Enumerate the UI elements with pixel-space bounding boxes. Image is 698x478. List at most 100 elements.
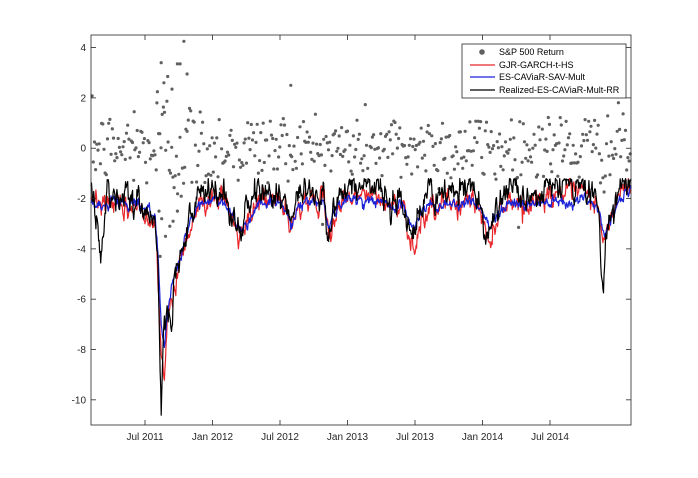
return-point <box>540 127 544 131</box>
return-point <box>176 192 180 196</box>
return-point <box>366 166 370 170</box>
return-point <box>178 135 182 139</box>
return-point <box>198 110 202 114</box>
return-point <box>423 153 427 157</box>
return-point <box>349 169 353 173</box>
return-point <box>564 119 568 123</box>
return-point <box>98 162 102 166</box>
return-point <box>179 194 183 198</box>
return-point <box>199 131 203 135</box>
return-point <box>107 121 111 125</box>
return-point <box>520 160 524 164</box>
return-point <box>530 160 534 164</box>
return-point <box>163 234 168 238</box>
return-point <box>158 254 162 258</box>
return-point <box>294 166 298 170</box>
return-point <box>239 165 243 169</box>
return-point <box>620 138 624 142</box>
return-point <box>210 136 214 140</box>
return-point <box>350 172 354 176</box>
return-point <box>593 118 597 122</box>
return-point <box>436 169 440 173</box>
return-point <box>395 146 399 150</box>
return-point <box>443 156 447 160</box>
return-point <box>298 125 302 129</box>
return-point <box>250 138 255 142</box>
return-point <box>480 155 484 160</box>
return-point <box>475 140 479 144</box>
return-point <box>299 152 303 156</box>
return-point <box>128 156 132 160</box>
return-point <box>519 173 523 177</box>
return-point <box>192 120 196 124</box>
return-point <box>182 39 186 43</box>
return-point <box>225 150 230 154</box>
return-point <box>438 141 442 145</box>
return-point <box>140 130 144 134</box>
return-point <box>240 161 244 165</box>
return-point <box>549 162 553 166</box>
x-tick-label: Jan 2014 <box>462 432 504 443</box>
return-point <box>591 143 596 147</box>
return-point <box>597 152 602 156</box>
return-point <box>287 144 291 148</box>
return-point <box>273 149 277 153</box>
return-point <box>551 148 555 152</box>
return-point <box>111 136 116 140</box>
return-point <box>317 154 321 158</box>
return-point <box>391 152 395 156</box>
return-point <box>414 143 418 148</box>
return-point <box>97 142 101 146</box>
return-point <box>113 159 117 163</box>
return-point <box>464 159 468 163</box>
y-tick-label: 0 <box>80 144 86 155</box>
return-point <box>490 147 494 151</box>
return-point <box>545 149 549 153</box>
y-tick-label: -6 <box>77 295 86 306</box>
return-point <box>397 136 401 141</box>
return-point <box>330 154 334 158</box>
return-point <box>203 180 207 185</box>
return-point <box>321 222 325 226</box>
return-point <box>241 163 245 167</box>
return-point <box>559 123 563 127</box>
return-point <box>201 120 205 124</box>
return-point <box>259 131 263 135</box>
return-point <box>522 140 527 144</box>
y-tick-label: -10 <box>72 395 87 406</box>
return-point <box>462 155 466 159</box>
return-point <box>487 145 491 149</box>
return-point <box>183 165 187 169</box>
return-point <box>205 147 209 151</box>
return-point <box>271 136 275 141</box>
return-point <box>95 142 99 146</box>
return-point <box>506 151 510 155</box>
return-point <box>503 140 508 144</box>
return-point <box>142 137 146 141</box>
x-tick-label: Jan 2012 <box>192 432 234 443</box>
return-point <box>206 172 211 176</box>
return-point <box>335 149 339 153</box>
return-point <box>108 117 112 121</box>
return-point <box>510 168 515 172</box>
return-point <box>521 122 525 126</box>
return-point <box>229 128 233 132</box>
return-point <box>432 163 436 167</box>
return-point <box>360 157 364 161</box>
return-point <box>389 123 394 127</box>
return-point <box>584 133 588 137</box>
return-point <box>182 181 186 185</box>
series-line-2 <box>90 177 632 416</box>
return-point <box>570 161 574 165</box>
return-point <box>456 162 460 166</box>
return-point <box>508 137 512 141</box>
return-point <box>387 130 391 134</box>
return-point <box>552 133 556 137</box>
return-point <box>252 131 256 135</box>
return-point <box>433 142 437 146</box>
return-point <box>292 144 296 148</box>
return-point <box>483 129 487 133</box>
return-point <box>141 141 145 145</box>
x-tick-label: Jan 2013 <box>327 432 369 443</box>
return-point <box>258 159 262 163</box>
